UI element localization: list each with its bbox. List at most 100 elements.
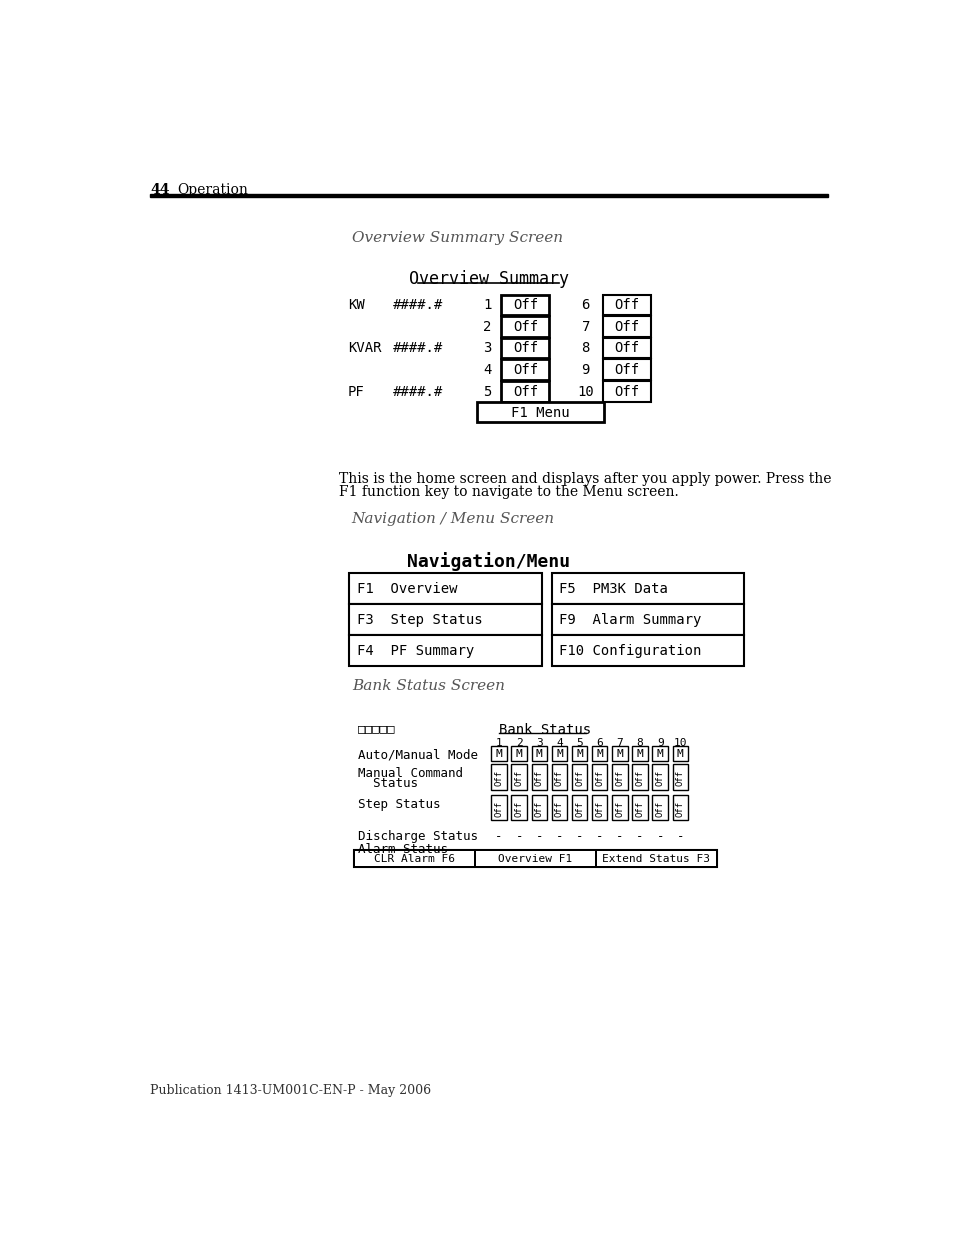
Bar: [349, 573, 541, 604]
Text: Off: Off: [614, 384, 639, 399]
Bar: [602, 316, 650, 337]
Text: 6: 6: [596, 739, 602, 748]
Text: 6: 6: [581, 299, 589, 312]
Text: 5: 5: [482, 384, 491, 399]
Bar: [551, 635, 743, 666]
Bar: [672, 764, 687, 789]
Text: 10: 10: [577, 384, 594, 399]
Text: Off: Off: [514, 769, 523, 785]
Text: M: M: [636, 750, 642, 760]
Text: F10 Configuration: F10 Configuration: [558, 643, 701, 658]
Text: Publication 1413-UM001C-EN-P - May 2006: Publication 1413-UM001C-EN-P - May 2006: [150, 1084, 431, 1097]
Text: -: -: [535, 830, 542, 844]
Text: -: -: [576, 842, 582, 856]
Bar: [632, 795, 647, 820]
Text: 8: 8: [636, 739, 642, 748]
Text: -: -: [555, 842, 562, 856]
Text: Off: Off: [535, 800, 543, 816]
Text: Off: Off: [514, 800, 523, 816]
Text: Off: Off: [595, 800, 603, 816]
Text: 2: 2: [516, 739, 522, 748]
Text: F1  Overview: F1 Overview: [356, 583, 457, 597]
Text: ####.#: ####.#: [393, 299, 442, 312]
Text: 9: 9: [581, 363, 589, 377]
Text: -: -: [616, 830, 623, 844]
Text: F1 Menu: F1 Menu: [511, 406, 569, 420]
Text: Off: Off: [513, 320, 537, 333]
Text: Navigation / Menu Screen: Navigation / Menu Screen: [352, 511, 555, 526]
Bar: [632, 764, 647, 789]
Text: □□□□□: □□□□□: [357, 722, 395, 736]
Text: Off: Off: [555, 800, 563, 816]
Text: -: -: [535, 842, 542, 856]
Bar: [500, 316, 549, 337]
Text: 3: 3: [536, 739, 542, 748]
Text: Off: Off: [635, 769, 644, 785]
Text: F3  Step Status: F3 Step Status: [356, 614, 482, 627]
Bar: [612, 795, 627, 820]
Text: M: M: [576, 750, 582, 760]
Text: 5: 5: [576, 739, 582, 748]
Text: M: M: [516, 750, 522, 760]
Bar: [500, 359, 549, 380]
Text: Off: Off: [614, 299, 639, 312]
Text: Off: Off: [655, 769, 664, 785]
Bar: [592, 764, 607, 789]
Text: Off: Off: [555, 769, 563, 785]
Text: F1 function key to navigate to the Menu screen.: F1 function key to navigate to the Menu …: [338, 485, 678, 499]
Text: Auto/Manual Mode: Auto/Manual Mode: [357, 748, 477, 762]
Text: Manual Command: Manual Command: [357, 767, 462, 781]
Text: 10: 10: [673, 739, 686, 748]
Text: 3: 3: [482, 341, 491, 356]
Text: Off: Off: [575, 800, 583, 816]
Text: Bank Status: Bank Status: [498, 722, 591, 736]
Text: -: -: [656, 842, 663, 856]
Bar: [602, 294, 650, 315]
Text: M: M: [556, 750, 562, 760]
Bar: [551, 604, 743, 635]
Text: M: M: [656, 750, 663, 760]
Text: 7: 7: [616, 739, 622, 748]
Bar: [491, 795, 506, 820]
Bar: [602, 380, 650, 401]
Text: Overview Summary: Overview Summary: [409, 270, 568, 288]
Text: M: M: [677, 750, 683, 760]
Text: Off: Off: [614, 320, 639, 333]
Text: Off: Off: [513, 341, 537, 356]
Text: Off: Off: [615, 800, 624, 816]
Bar: [491, 764, 506, 789]
Text: -: -: [515, 842, 522, 856]
Text: -: -: [596, 830, 603, 844]
Text: 7: 7: [581, 320, 589, 333]
Text: Off: Off: [635, 800, 644, 816]
Text: Off: Off: [513, 363, 537, 377]
Bar: [511, 746, 526, 761]
Text: -: -: [495, 842, 502, 856]
Bar: [632, 746, 647, 761]
Bar: [476, 403, 603, 422]
Text: 44: 44: [150, 183, 170, 196]
Text: F5  PM3K Data: F5 PM3K Data: [558, 583, 668, 597]
Bar: [571, 764, 587, 789]
Text: ####.#: ####.#: [393, 341, 442, 356]
Text: Off: Off: [575, 769, 583, 785]
Bar: [355, 851, 474, 866]
Text: -: -: [636, 830, 643, 844]
Text: -: -: [596, 842, 603, 856]
Text: Off: Off: [675, 800, 684, 816]
Text: Overview Summary Screen: Overview Summary Screen: [352, 231, 562, 246]
Text: 4: 4: [482, 363, 491, 377]
Bar: [571, 795, 587, 820]
Text: -: -: [656, 830, 663, 844]
Text: Off: Off: [513, 299, 537, 312]
Text: M: M: [496, 750, 502, 760]
Text: 4: 4: [556, 739, 562, 748]
Bar: [612, 746, 627, 761]
Bar: [511, 795, 526, 820]
Text: PF: PF: [348, 384, 364, 399]
Text: Extend Status F3: Extend Status F3: [601, 855, 710, 864]
Text: -: -: [576, 830, 582, 844]
Bar: [491, 746, 506, 761]
Bar: [652, 764, 667, 789]
Text: Off: Off: [614, 363, 639, 377]
